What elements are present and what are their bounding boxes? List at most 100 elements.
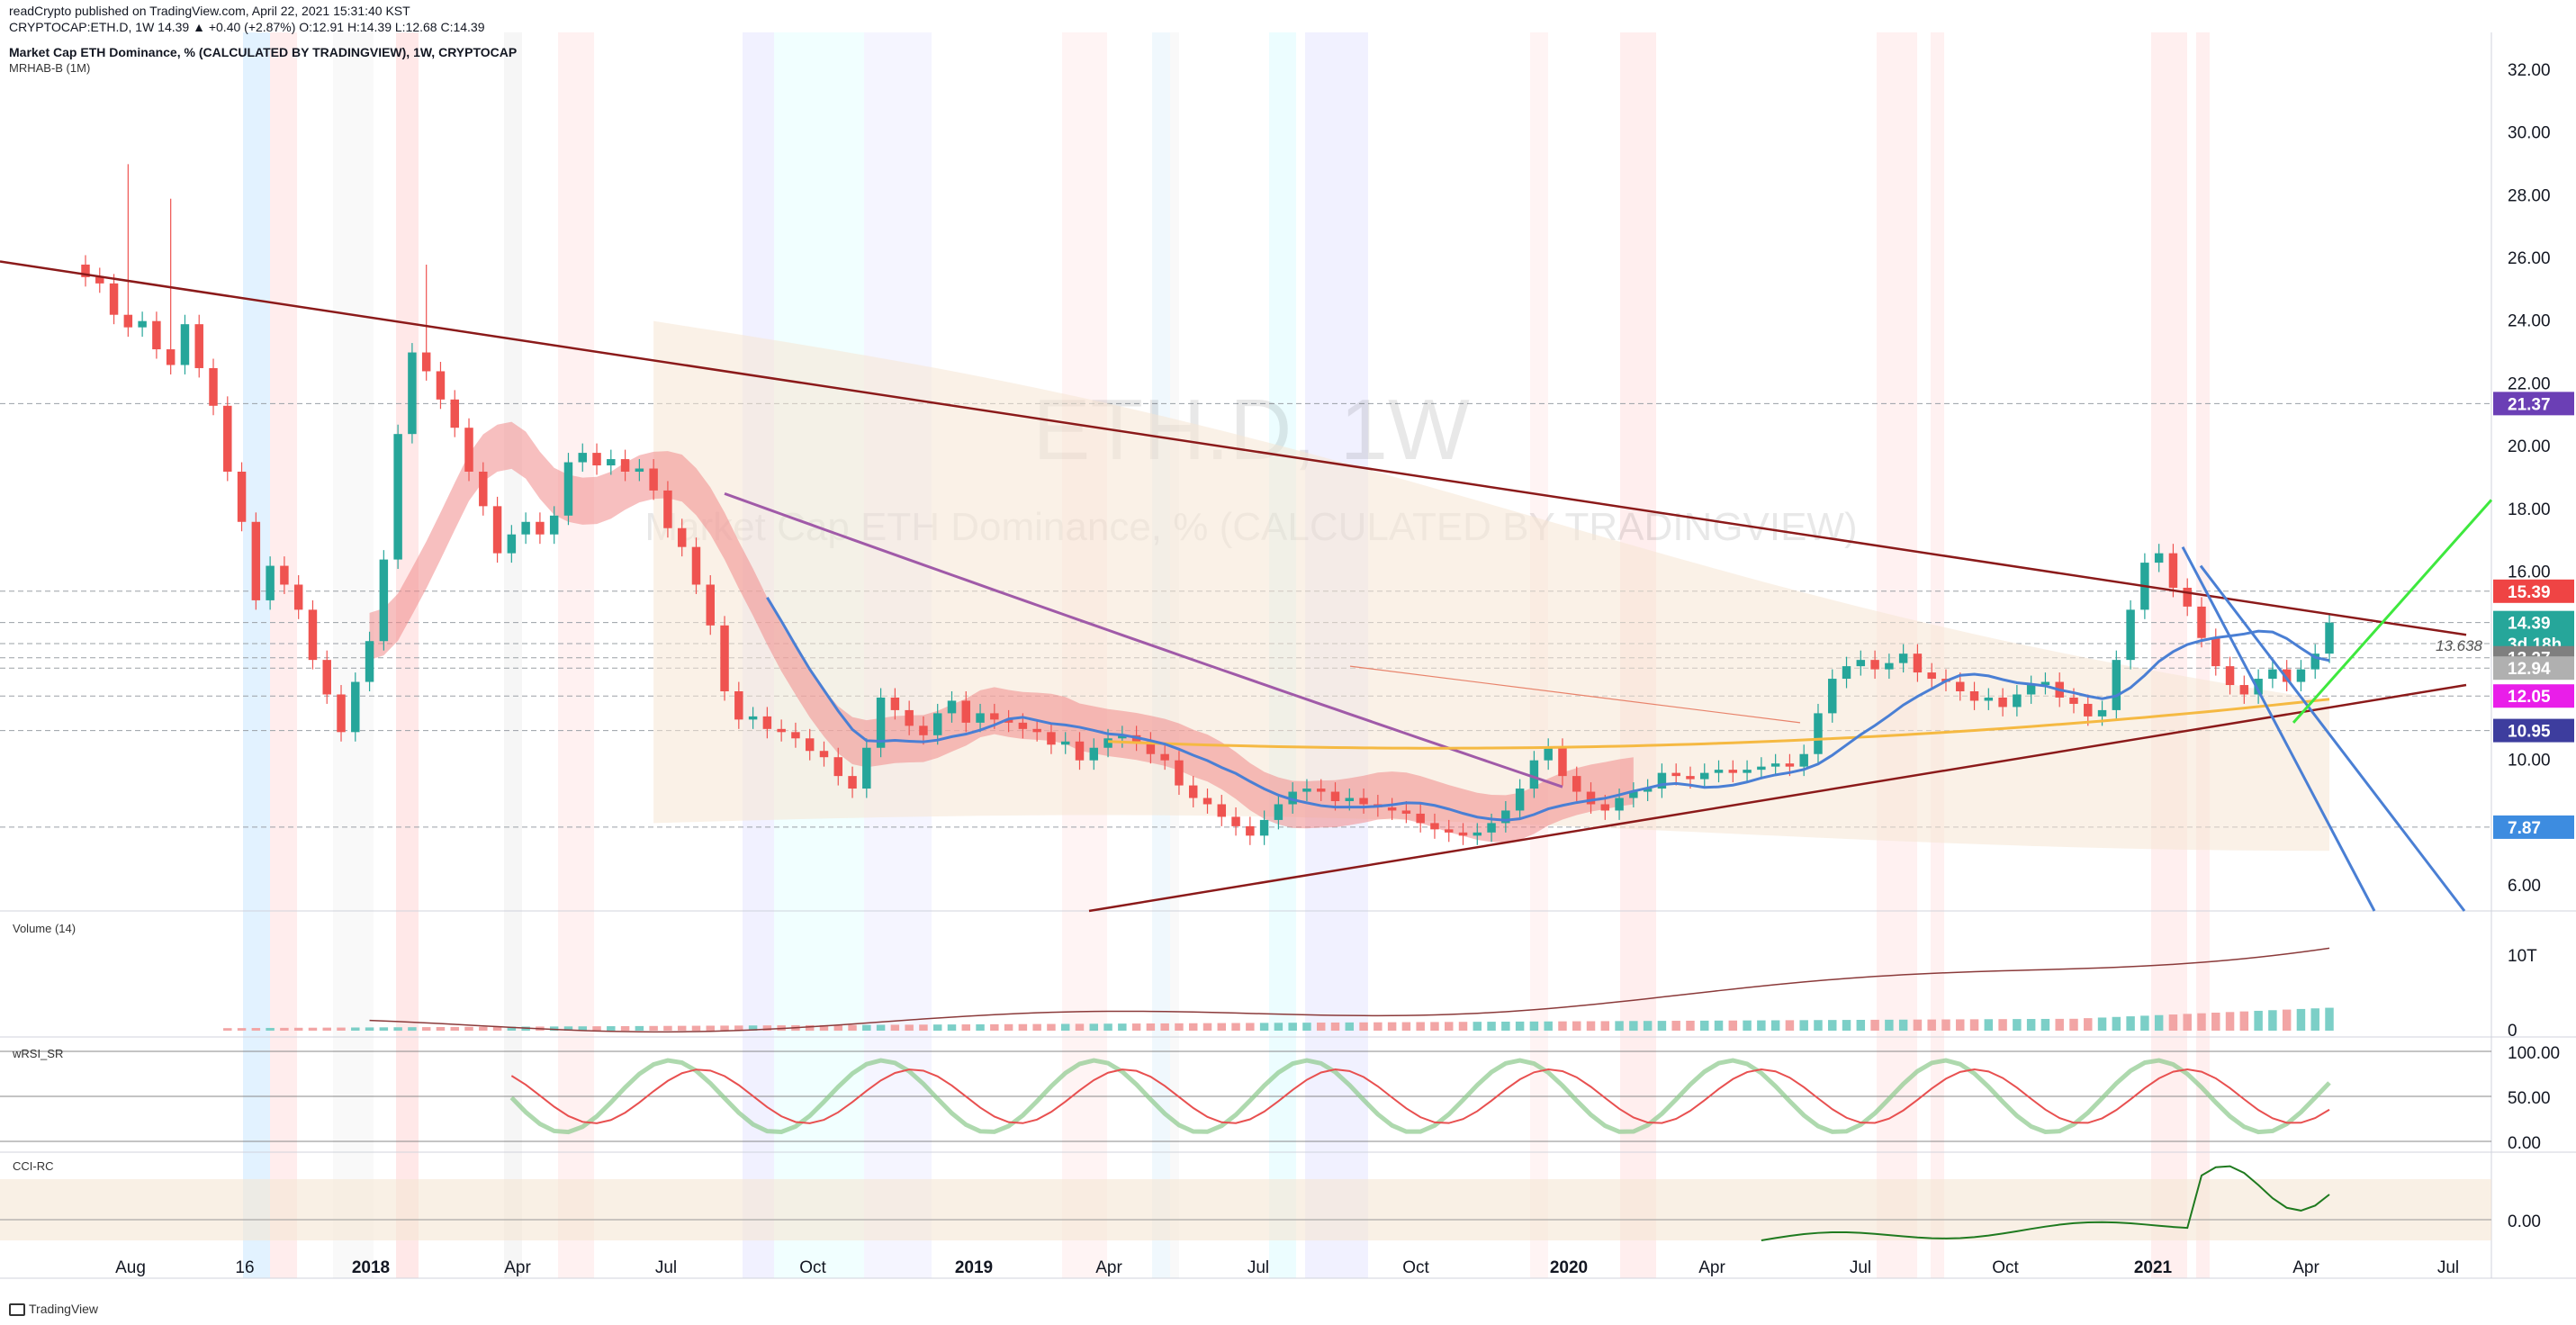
volume-bar [2112,1016,2121,1031]
candle-body [1274,804,1283,820]
x-tick-label: Aug [115,1258,146,1277]
volume-bar [1274,1023,1283,1031]
volume-bar [1814,1020,1823,1031]
price-label-box [2493,718,2574,743]
volume-bar [1969,1019,1979,1031]
candle-body [1828,679,1837,714]
indicator-bands [369,320,2330,852]
volume-bar [2282,1009,2292,1031]
candle-body [607,459,616,466]
candle-body [848,776,857,789]
candle-body [1118,735,1127,739]
highlight-stripe [558,32,594,1278]
footer-brand-text: TradingView [29,1302,99,1316]
volume-bar [1131,1023,1141,1031]
candle-body [1075,741,1085,761]
candle-body [393,434,402,560]
candle-body [592,453,601,466]
volume-bar [1743,1020,1752,1031]
volume-bar [2154,1014,2164,1031]
volume-bar [720,1025,729,1031]
candle-body [166,349,176,365]
volume-bar [436,1027,446,1031]
volume-bar [663,1025,672,1031]
candle-body [81,264,90,277]
volume-bar [1374,1022,1383,1031]
candle-body [2211,637,2220,667]
volume-bar [2084,1018,2093,1031]
candle-body [266,565,275,600]
volume-bar [649,1025,658,1031]
volume-pane-label: Volume (14) [13,922,77,935]
candle-body [1188,785,1198,798]
volume-bar [1231,1023,1240,1031]
subpane-tick-label: 10T [2508,947,2537,966]
volume-bar [266,1027,275,1031]
volume-bar [421,1027,431,1031]
y-tick-label: 28.00 [2508,186,2551,205]
volume-bar [293,1027,303,1031]
y-tick-label: 6.00 [2508,877,2541,896]
candle-body [322,660,331,695]
candle-body [2183,587,2192,607]
volume-bar [251,1028,261,1031]
x-tick-label: 2019 [955,1258,993,1277]
volume-bar [1870,1019,1879,1031]
volume-bar [1473,1022,1482,1031]
candle-body [1345,798,1355,801]
candle-body [976,713,985,723]
candle-body [1259,819,1269,836]
candle-body [1686,776,1695,780]
volume-bar [2296,1008,2306,1031]
volume-bar [1927,1019,1936,1031]
candle-body [2084,703,2093,717]
candle-body [1004,719,1013,723]
candle-body [1956,681,1965,691]
stepped-resistance [1349,665,1801,724]
y-tick-label: 30.00 [2508,124,2551,143]
subpane-tick-label: 0.00 [2508,1134,2541,1153]
candle-body [748,716,758,720]
volume-bar [351,1027,360,1031]
y-tick-label: 16.00 [2508,563,2551,582]
candle-body [1629,791,1638,798]
candle-body [876,697,886,748]
volume-bar [947,1024,957,1031]
candle-body [507,534,517,554]
volume-bar [1075,1023,1085,1031]
volume-bar [876,1024,886,1031]
footer-brand[interactable]: TradingView [9,1302,99,1317]
volume-bar [2013,1019,2022,1031]
volume-bar [1984,1019,1994,1031]
candle-body [1217,804,1227,817]
volume-bar [492,1026,502,1031]
volume-bar [1728,1020,1738,1031]
candle-body [1473,832,1482,836]
volume-bar [464,1026,473,1031]
volume-bar [1103,1023,1112,1031]
volume-bar [1118,1023,1127,1031]
volume-bar [1487,1022,1496,1031]
candle-body [479,472,488,507]
volume-bar [976,1023,985,1031]
candle-body [833,757,842,777]
subpane-tick-label: 50.00 [2508,1089,2551,1108]
volume-bar [578,1026,587,1031]
volume-bar [408,1027,417,1031]
volume-average [369,947,2330,1033]
candle-body [251,521,261,600]
volume-bar [2040,1018,2050,1031]
candle-body [1643,789,1653,792]
candle-body [1814,713,1823,754]
volume-bar [706,1025,715,1031]
volume-bar [1799,1020,1808,1031]
candle-body [365,641,374,682]
volume-bar [819,1024,829,1031]
price-label-text: 7.87 [2508,819,2541,838]
candle-body [791,732,800,739]
volume-bar [2069,1018,2078,1031]
volume-bar [1515,1021,1525,1031]
volume-bar [1359,1022,1368,1031]
candle-body [2296,669,2306,682]
volume-bar [1175,1023,1184,1031]
